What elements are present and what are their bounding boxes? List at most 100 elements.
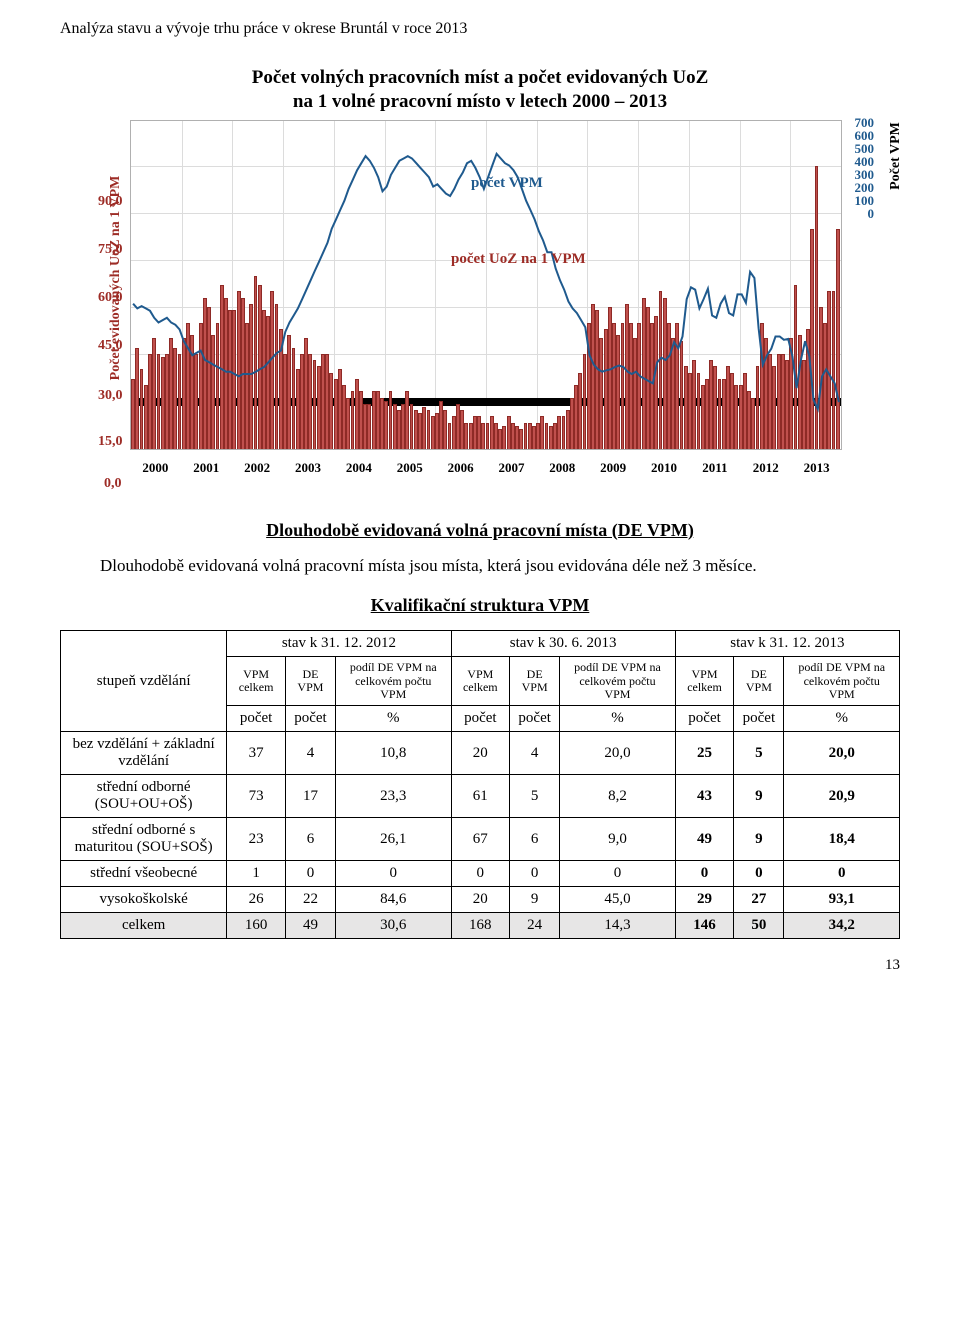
x-tick: 2008 — [537, 460, 588, 476]
y-right-tick: 700 — [855, 116, 875, 129]
cell: 6 — [285, 818, 335, 861]
x-tick: 2012 — [740, 460, 791, 476]
column-header: VPM celkem — [675, 657, 734, 706]
cell: 20 — [451, 887, 510, 913]
unit-header: % — [336, 706, 452, 732]
column-header: podíl DE VPM na celkovém počtu VPM — [560, 657, 676, 706]
column-header: VPM celkem — [451, 657, 510, 706]
page-number: 13 — [60, 957, 900, 974]
cell: 9,0 — [560, 818, 676, 861]
series-label-bars: počet UoZ na 1 VPM — [451, 251, 586, 268]
cell: 84,6 — [336, 887, 452, 913]
x-tick: 2010 — [639, 460, 690, 476]
column-header: DE VPM — [285, 657, 335, 706]
y-right-tick: 300 — [855, 168, 875, 181]
unit-header: počet — [675, 706, 734, 732]
cell: 61 — [451, 775, 510, 818]
cell: 49 — [675, 818, 734, 861]
section-heading: Dlouhodobě evidovaná volná pracovní míst… — [60, 520, 900, 541]
x-tick: 2007 — [486, 460, 537, 476]
unit-header: počet — [227, 706, 286, 732]
unit-header: % — [560, 706, 676, 732]
cell: 9 — [734, 818, 784, 861]
cell: 0 — [560, 861, 676, 887]
unit-header: % — [784, 706, 900, 732]
chart: Počet evidovaných UoZ na 1 VPM Počet VPM… — [90, 120, 870, 480]
x-tick: 2000 — [130, 460, 181, 476]
x-tick: 2004 — [333, 460, 384, 476]
table-heading: Kvalifikační struktura VPM — [60, 595, 900, 616]
chart-title-line2: na 1 volné pracovní místo v letech 2000 … — [293, 91, 667, 112]
cell: 25 — [675, 732, 734, 775]
cell: 20,9 — [784, 775, 900, 818]
bar-series — [131, 121, 841, 449]
cell: 4 — [510, 732, 560, 775]
cell: 20,0 — [784, 732, 900, 775]
x-axis-labels: 2000200120022003200420052006200720082009… — [130, 460, 842, 476]
cell: 168 — [451, 913, 510, 939]
cell: 67 — [451, 818, 510, 861]
row-label: střední všeobecné — [61, 861, 227, 887]
bar — [836, 229, 840, 449]
cell: 0 — [451, 861, 510, 887]
cell: 23,3 — [336, 775, 452, 818]
cell: 5 — [510, 775, 560, 818]
cell: 27 — [734, 887, 784, 913]
column-header: DE VPM — [510, 657, 560, 706]
x-tick: 2011 — [689, 460, 740, 476]
cell: 49 — [285, 913, 335, 939]
cell: 9 — [510, 887, 560, 913]
x-tick: 2003 — [283, 460, 334, 476]
unit-header: počet — [285, 706, 335, 732]
row-label: střední odborné s maturitou (SOU+SOŠ) — [61, 818, 227, 861]
cell: 18,4 — [784, 818, 900, 861]
period-header: stav k 31. 12. 2012 — [227, 631, 451, 657]
table-row: bez vzdělání + základní vzdělání37410,82… — [61, 732, 900, 775]
table-row: vysokoškolské262284,620945,0292793,1 — [61, 887, 900, 913]
y-right-ticks: 700 600 500 400 300 200 100 0 — [855, 116, 875, 220]
y-right-tick: 500 — [855, 142, 875, 155]
row-label: vysokoškolské — [61, 887, 227, 913]
period-header: stav k 31. 12. 2013 — [675, 631, 899, 657]
cell: 24 — [510, 913, 560, 939]
cell: 4 — [285, 732, 335, 775]
unit-header: počet — [734, 706, 784, 732]
cell: 17 — [285, 775, 335, 818]
section-paragraph: Dlouhodobě evidovaná volná pracovní míst… — [60, 555, 900, 578]
cell: 20,0 — [560, 732, 676, 775]
unit-header: počet — [451, 706, 510, 732]
cell: 1 — [227, 861, 286, 887]
sum-row: celkem1604930,61682414,31465034,2 — [61, 913, 900, 939]
page: Analýza stavu a vývoje trhu práce v okre… — [0, 0, 960, 1336]
cell: 73 — [227, 775, 286, 818]
cell: 10,8 — [336, 732, 452, 775]
y-right-tick: 100 — [855, 194, 875, 207]
y-left-tick: 15,0 — [98, 434, 123, 450]
unit-header: počet — [510, 706, 560, 732]
table-row: střední odborné (SOU+OU+OŠ)731723,36158,… — [61, 775, 900, 818]
cell: 50 — [734, 913, 784, 939]
cell: 37 — [227, 732, 286, 775]
chart-title-line1: Počet volných pracovních míst a počet ev… — [252, 67, 709, 88]
cell: 34,2 — [784, 913, 900, 939]
cell: 8,2 — [560, 775, 676, 818]
cell: 45,0 — [560, 887, 676, 913]
cell: 26 — [227, 887, 286, 913]
y-left-tick: 75,0 — [98, 242, 123, 258]
column-header: VPM celkem — [227, 657, 286, 706]
chart-title: Počet volných pracovních míst a počet ev… — [60, 66, 900, 114]
x-tick: 2009 — [588, 460, 639, 476]
cell: 0 — [675, 861, 734, 887]
y-left-tick: 30,0 — [98, 388, 123, 404]
y-right-tick: 200 — [855, 181, 875, 194]
cell: 20 — [451, 732, 510, 775]
cell: 30,6 — [336, 913, 452, 939]
row-label: bez vzdělání + základní vzdělání — [61, 732, 227, 775]
cell: 0 — [734, 861, 784, 887]
x-tick: 2001 — [181, 460, 232, 476]
cell: 22 — [285, 887, 335, 913]
x-tick: 2002 — [232, 460, 283, 476]
qualification-table: stupeň vzdělání stav k 31. 12. 2012 stav… — [60, 630, 900, 939]
cell: 146 — [675, 913, 734, 939]
cell: 93,1 — [784, 887, 900, 913]
